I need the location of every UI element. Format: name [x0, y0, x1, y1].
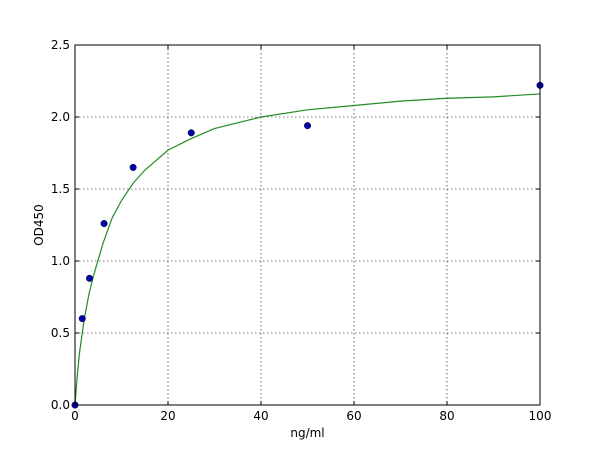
data-point: [78, 315, 86, 323]
x-tick-label: 20: [160, 409, 175, 423]
plot-frame: [74, 44, 541, 406]
x-tick-label: 80: [439, 409, 454, 423]
fit-curve: [74, 93, 541, 406]
x-tick-label: 0: [71, 409, 79, 423]
data-point: [187, 129, 195, 137]
data-point: [100, 220, 108, 228]
y-tick-label: 1.0: [51, 254, 70, 268]
x-tick-label: 100: [529, 409, 552, 423]
y-tick-label: 2.5: [51, 38, 70, 52]
data-point: [129, 163, 137, 171]
ticks-group: 0 20 40 60 80 100 0.0 0.5 1.0 1.5 2.0 2.5: [51, 38, 552, 423]
x-axis-label: ng/ml: [290, 426, 324, 440]
fit-curve-group: [74, 93, 541, 406]
data-point: [304, 122, 312, 130]
y-tick-label: 0.0: [51, 398, 70, 412]
y-tick-label: 2.0: [51, 110, 70, 124]
x-tick-label: 60: [346, 409, 361, 423]
y-axis-label: OD450: [32, 204, 46, 246]
y-tick-label: 1.5: [51, 182, 70, 196]
x-tick-label: 40: [253, 409, 268, 423]
data-point: [86, 274, 94, 282]
y-tick-label: 0.5: [51, 326, 70, 340]
